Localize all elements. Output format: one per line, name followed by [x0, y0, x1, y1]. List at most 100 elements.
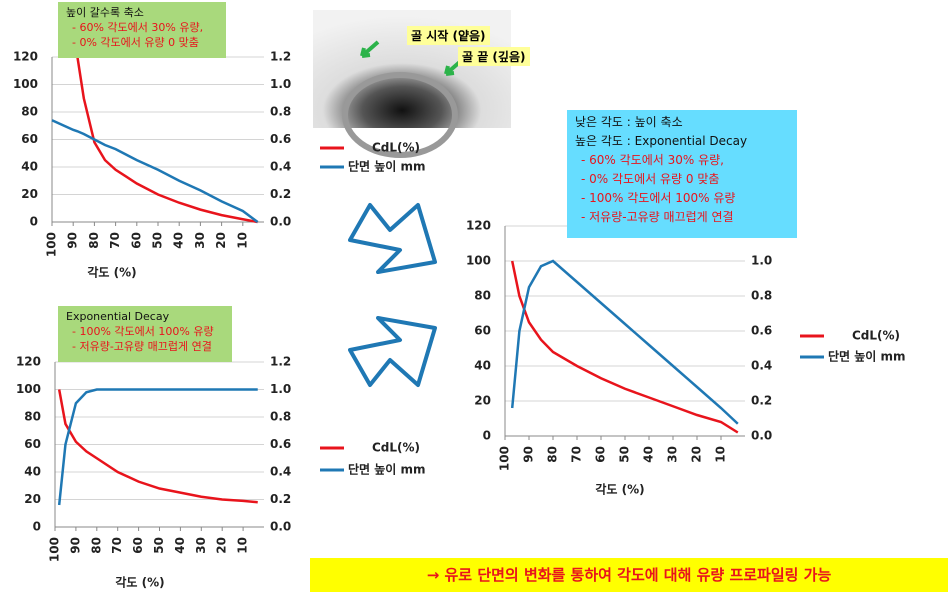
y2-tick-label: 0.8 [270, 105, 291, 119]
y2-tick-label: 0.4 [751, 359, 772, 373]
x-tick-label: 90 [68, 537, 82, 554]
block-arrow [348, 316, 437, 387]
block-arrow [348, 203, 437, 274]
x-tick-label: 10 [235, 232, 249, 249]
note-line: Exponential Decay [66, 310, 170, 323]
y-tick-label: 0 [33, 520, 41, 534]
y-tick-label: 20 [21, 187, 38, 201]
x-tick-label: 20 [690, 446, 704, 463]
legend-label: CdL(%) [372, 141, 420, 155]
legend-label: 단면 높이 mm [348, 462, 426, 477]
y-tick-label: 40 [24, 465, 41, 479]
y2-tick-label: 1.0 [270, 77, 291, 91]
x-tick-label: 30 [193, 232, 207, 249]
legend-label: CdL(%) [852, 329, 900, 343]
note-line: 높은 각도 : Exponential Decay [575, 134, 748, 148]
y-tick-label: 120 [16, 355, 41, 369]
photo-label: 골 끝 (깊음) [458, 47, 530, 66]
legend-label: 단면 높이 mm [828, 349, 906, 364]
y-tick-label: 100 [13, 77, 38, 91]
series-line [57, 388, 258, 506]
x-axis-label: 각도 (%) [115, 575, 164, 590]
y2-tick-label: 0.0 [270, 215, 291, 229]
y-tick-label: 80 [24, 410, 41, 424]
x-tick-label: 100 [498, 446, 512, 471]
x-tick-label: 80 [89, 537, 103, 554]
y-tick-label: 20 [24, 492, 41, 506]
x-tick-label: 90 [522, 446, 536, 463]
note-line: 낮은 각도 : 높이 축소 [575, 115, 683, 129]
y2-tick-label: 0.6 [270, 437, 291, 451]
note-line: - 100% 각도에서 100% 유량 [72, 325, 214, 338]
note-line: - 60% 각도에서 30% 유량, [72, 21, 204, 34]
legend-label: 단면 높이 mm [348, 159, 426, 174]
x-tick-label: 100 [45, 232, 59, 257]
legend-label: CdL(%) [372, 441, 420, 455]
series-line [51, 119, 259, 224]
x-tick-label: 40 [172, 232, 186, 249]
y2-tick-label: 1.2 [270, 50, 291, 64]
y2-tick-label: 0.8 [751, 289, 772, 303]
x-tick-label: 20 [214, 232, 228, 249]
y2-tick-label: 0.0 [270, 520, 291, 534]
y-tick-label: 40 [474, 359, 491, 373]
photo-arrow [360, 40, 380, 58]
y-tick-label: 60 [21, 132, 38, 146]
y-tick-label: 0 [30, 215, 38, 229]
x-tick-label: 60 [129, 232, 143, 249]
y2-tick-label: 0.4 [270, 160, 291, 174]
note-line: - 0% 각도에서 유량 0 맞춤 [581, 172, 720, 186]
note-box: 낮은 각도 : 높이 축소 높은 각도 : Exponential Decay … [567, 110, 797, 238]
x-tick-label: 30 [666, 446, 680, 463]
x-tick-label: 30 [194, 537, 208, 554]
x-tick-label: 60 [594, 446, 608, 463]
note-box: Exponential Decay - 100% 각도에서 100% 유량 - … [58, 306, 232, 362]
x-tick-label: 50 [151, 232, 165, 249]
note-box: 높이 갈수록 축소 - 60% 각도에서 30% 유량, - 0% 각도에서 유… [58, 2, 226, 58]
x-tick-label: 10 [236, 537, 250, 554]
note-line: - 저유량-고유량 매끄럽게 연결 [581, 210, 734, 224]
x-tick-label: 90 [66, 232, 80, 249]
x-tick-label: 60 [131, 537, 145, 554]
x-tick-label: 80 [546, 446, 560, 463]
series-line [510, 260, 739, 434]
x-tick-label: 40 [173, 537, 187, 554]
x-axis-label: 각도 (%) [595, 482, 644, 497]
y-tick-label: 100 [16, 382, 41, 396]
y-tick-label: 0 [483, 429, 491, 443]
x-tick-label: 100 [48, 537, 62, 562]
x-tick-label: 10 [714, 446, 728, 463]
note-line: - 60% 각도에서 30% 유량, [581, 153, 724, 167]
series-line [510, 259, 739, 425]
photo-label: 골 시작 (얕음) [407, 26, 490, 45]
x-tick-label: 20 [215, 537, 229, 554]
y-tick-label: 80 [474, 289, 491, 303]
y2-tick-label: 1.0 [270, 382, 291, 396]
y-tick-label: 80 [21, 105, 38, 119]
note-line: - 저유량-고유량 매끄럽게 연결 [72, 340, 212, 353]
x-tick-label: 70 [110, 537, 124, 554]
y2-tick-label: 0.6 [270, 132, 291, 146]
y-tick-label: 60 [24, 437, 41, 451]
note-line: - 0% 각도에서 유량 0 맞춤 [72, 36, 199, 49]
y2-tick-label: 0.2 [270, 492, 291, 506]
y2-tick-label: 0.0 [751, 429, 772, 443]
x-tick-label: 50 [152, 537, 166, 554]
x-tick-label: 70 [570, 446, 584, 463]
note-line: 높이 갈수록 축소 [66, 6, 144, 19]
y2-tick-label: 1.0 [751, 254, 772, 268]
note-line: - 100% 각도에서 100% 유량 [581, 191, 736, 205]
y-tick-label: 60 [474, 324, 491, 338]
banner: → 유로 단면의 변화를 통하여 각도에 대해 유량 프로파일링 가능 [310, 558, 948, 592]
y2-tick-label: 1.2 [270, 355, 291, 369]
y2-tick-label: 0.4 [270, 465, 291, 479]
photo-ring [342, 72, 458, 158]
x-tick-label: 70 [108, 232, 122, 249]
x-tick-label: 50 [618, 446, 632, 463]
x-tick-label: 80 [87, 232, 101, 249]
y2-tick-label: 0.2 [751, 394, 772, 408]
y-tick-label: 40 [21, 160, 38, 174]
y-tick-label: 120 [13, 50, 38, 64]
